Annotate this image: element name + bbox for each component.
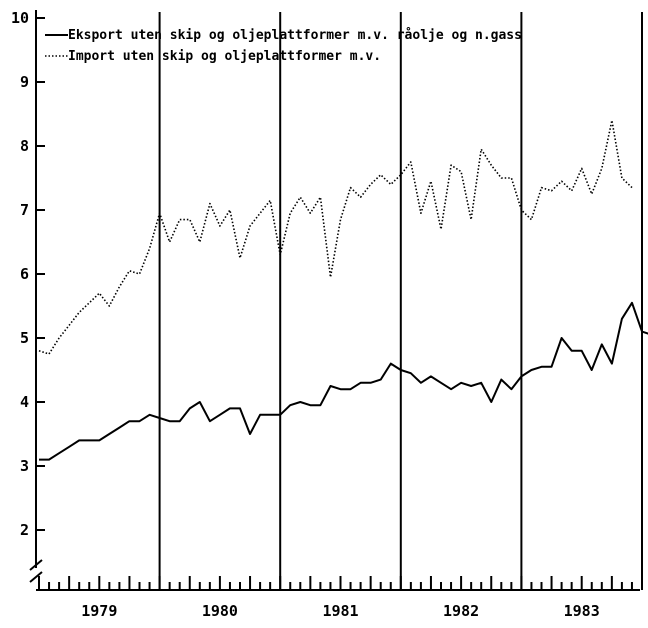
x-tick-label: 1982 [443,602,479,620]
year-dividers [158,12,643,590]
x-axis-ticks: 1979 1980 1981 1982 1983 [38,576,633,620]
y-tick-label: 2 [20,521,29,539]
legend: Eksport uten skip og oljeplattformer m.v… [45,28,522,64]
y-tick-label: 4 [20,393,29,411]
y-tick-label: 6 [20,265,29,283]
chart-axes [29,10,640,591]
y-tick-label: 10 [11,9,29,27]
x-tick-label: 1981 [322,602,358,620]
y-axis-ticks: 2 3 4 5 6 7 8 9 10 [11,9,45,539]
y-tick-label: 7 [20,201,29,219]
y-tick-label: 8 [20,137,29,155]
x-tick-label: 1979 [81,602,117,620]
legend-label-export: Eksport uten skip og oljeplattformer m.v… [68,28,522,43]
axis-break [29,559,43,583]
x-tick-label: 1983 [564,602,600,620]
series-line-export [39,301,648,461]
y-tick-label: 9 [20,73,29,91]
legend-label-import: Import uten skip og oljeplattformer m.v. [68,49,381,64]
series-line-import [38,119,633,355]
series-lines [38,119,648,461]
x-tick-label: 1980 [202,602,238,620]
y-tick-label: 3 [20,457,29,475]
y-tick-label: 5 [20,329,29,347]
